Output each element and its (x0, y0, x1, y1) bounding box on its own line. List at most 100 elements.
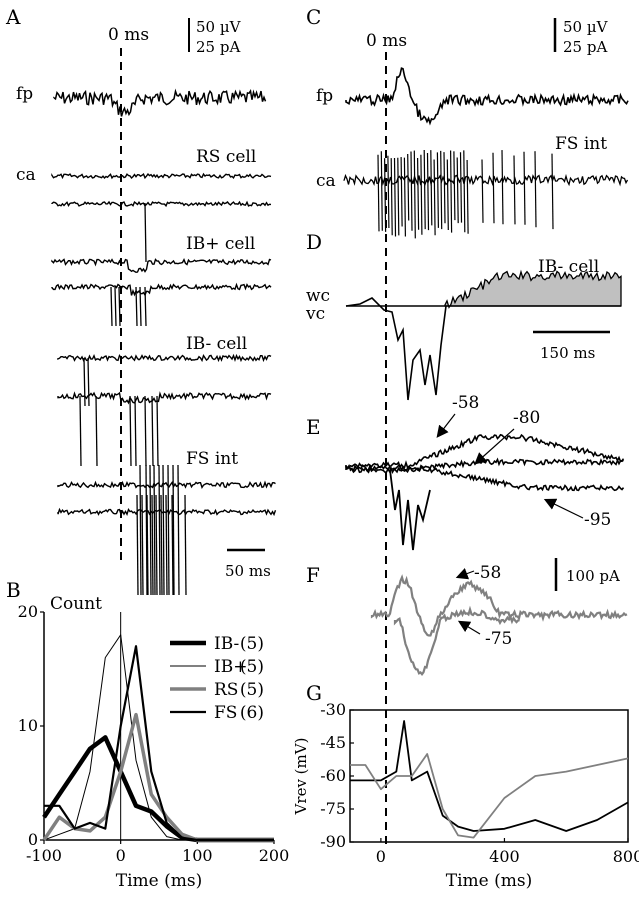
panel-a-fs-spike-b-3 (151, 494, 154, 596)
panel-c-spike-15 (426, 153, 430, 231)
panel-a-ibm-spike-b-5 (151, 395, 154, 467)
panel-g-ytick-label--75: -75 (320, 799, 346, 818)
panel-g-ylabel: Vrev (mV) (292, 738, 310, 816)
panel-c-spike-13 (420, 154, 423, 235)
panel-g-ytick-label--45: -45 (320, 733, 346, 752)
panel-a-ca-label: ca (16, 165, 36, 185)
panel-a-rs-trace-2 (51, 200, 272, 208)
panel-c-scale-voltage: 50 µV (563, 18, 609, 36)
panel-d-wc-label: wc (306, 286, 330, 306)
panel-a-ibm-spike-b-6 (156, 395, 159, 467)
panel-g-xtick-label-800: 800 (613, 847, 639, 866)
panel-a-fs-spike-a-8 (177, 464, 180, 596)
panel-f-traces (370, 574, 628, 676)
panel-e-inward-currents (389, 469, 431, 551)
panel-c-spike-29 (492, 152, 495, 224)
panel-a-fs-spike-b-6 (165, 494, 168, 596)
panel-b-xtick-label-100: 100 (182, 846, 213, 865)
panel-c-spike-20 (443, 152, 446, 224)
panel-a: A 0 ms 50 µV 25 pA fp ca RS cell IB+ cel… (5, 5, 277, 596)
panel-c-spike-18 (436, 152, 439, 228)
panel-a-fs-spike-b-1 (141, 494, 144, 596)
panel-e-arrow-3 (543, 498, 584, 519)
panel-b-ytick-label-10: 10 (18, 716, 38, 735)
panel-a-ibm-trace-1 (57, 353, 272, 363)
panel-c-spike-16 (430, 150, 433, 226)
panel-c-ca-label: ca (316, 171, 336, 191)
panel-c-spike-31 (513, 155, 516, 225)
panel-e-arrow-2 (474, 428, 515, 465)
panel-a-fs-label: FS int (186, 449, 238, 469)
panel-a-scale-current: 25 pA (196, 38, 240, 56)
panel-c-spike-23 (453, 151, 456, 221)
panel-f-scale: 100 pA (566, 567, 620, 585)
panel-c-spike-27 (466, 159, 469, 234)
panel-a-ibp-spike-1 (114, 286, 117, 327)
panel-a-ibp-spike-up-0 (144, 202, 147, 263)
panel-c-spike-17 (433, 159, 436, 236)
panel-b-legend-label-3: FS (214, 703, 237, 723)
panel-c-letter: C (306, 5, 321, 29)
panel-b-legend-n-1: (5) (240, 657, 264, 677)
panel-b-ytick-label-0: 0 (28, 830, 38, 849)
panel-c-spike-8 (403, 157, 406, 237)
panel-b-letter: B (6, 578, 21, 602)
panel-a-ibp-spike-4 (139, 286, 142, 327)
panel-g-series-black (350, 720, 629, 832)
panel-d-time-scale: 150 ms (540, 344, 595, 362)
panel-b-legend-n-2: (5) (240, 680, 264, 700)
panel-a-ibp-label: IB+ cell (186, 234, 255, 254)
panel-b-title: Count (50, 594, 102, 614)
panel-g-ytick-label--60: -60 (320, 766, 346, 785)
panel-c-spike-24 (456, 157, 459, 224)
panel-g-xtick-label-0: 0 (376, 847, 386, 866)
panel-a-onset-label: 0 ms (108, 25, 149, 45)
panel-b-series-ibminus (42, 735, 274, 843)
panel-e-arrow-1 (436, 413, 456, 438)
panel-f-trace-75 (393, 605, 520, 676)
panel-c-spike-21 (446, 159, 449, 231)
panel-a-fs-spike-a-4 (158, 464, 161, 596)
panel-g-ytick-label--30: -30 (320, 700, 346, 719)
panel-c-spike-26 (463, 150, 466, 233)
panel-b-series-fs (44, 645, 274, 842)
panel-b-legend-n-0: (5) (240, 634, 264, 654)
panel-c-spike-2 (384, 158, 387, 232)
panel-e-trace-95 (345, 465, 625, 492)
panel-a-ibm-spike-b-0 (79, 395, 82, 467)
panel-c-spike-11 (413, 150, 416, 239)
panel-a-ibp-spike-0 (110, 286, 113, 327)
panel-b-legend-label-0: IB- (214, 634, 239, 654)
panel-d-shaded-area (444, 269, 622, 309)
panel-c-spike-30 (501, 150, 504, 225)
panel-c-spike-12 (417, 158, 420, 230)
panel-a-ibm-spike-b-2 (129, 395, 132, 467)
panel-d-cell-label: IB- cell (538, 257, 599, 277)
panel-e-voltage-3: -95 (584, 510, 611, 530)
panel-d-trace (345, 297, 447, 401)
panel-a-fs-spike-b-0 (136, 494, 139, 596)
panel-a-traces (51, 88, 277, 596)
panel-a-rs-label: RS cell (196, 147, 256, 167)
panel-g-xtick-label-400: 400 (489, 847, 520, 866)
panel-a-ibp-trace-2 (51, 282, 272, 297)
panel-a-fp-label: fp (16, 84, 33, 104)
panel-c-spike-19 (440, 150, 443, 230)
panel-a-ibp-spike-2 (118, 286, 121, 327)
panel-g-frame (349, 709, 629, 843)
panel-e-letter: E (306, 415, 321, 439)
panel-g-chart: -30 -45 -60 -75 -90 0 400 800 Time (ms) Vrev (mV) (292, 700, 639, 891)
panel-a-ibm-spike-a-0 (83, 357, 86, 407)
panel-c-spike-3 (387, 155, 390, 229)
panel-c-spike-10 (410, 151, 413, 231)
panel-e-voltage-2: -80 (513, 408, 540, 428)
panel-c-spike-0 (377, 154, 380, 232)
panel-b-legend-n-3: (6) (240, 703, 264, 723)
panel-a-ibm-spike-b-1 (95, 395, 98, 467)
panel-c-spike-1 (380, 151, 383, 231)
panel-a-ibp-trace-1 (51, 258, 272, 274)
panel-c-spike-25 (459, 152, 463, 223)
panel-d-letter: D (306, 230, 322, 254)
